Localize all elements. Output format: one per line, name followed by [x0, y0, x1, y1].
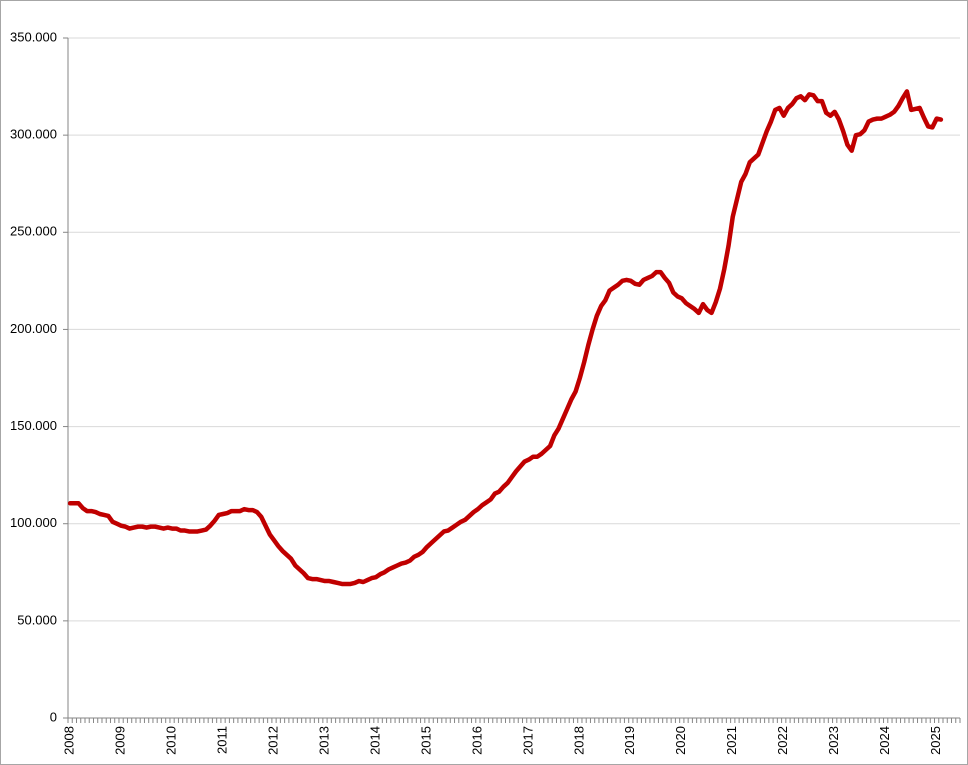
x-tick-label: 2011	[214, 726, 229, 754]
x-tick-label: 2023	[826, 726, 841, 755]
y-tick-label: 100.000	[10, 515, 57, 530]
x-tick-label: 2009	[113, 726, 128, 755]
x-tick-label: 2012	[265, 726, 280, 755]
y-tick-label: 350.000	[10, 29, 57, 44]
y-tick-label: 50.000	[17, 612, 57, 627]
x-tick-label: 2021	[724, 726, 739, 755]
x-tick-label: 2019	[622, 726, 637, 755]
x-tick-label: 2024	[877, 726, 892, 755]
x-tick-label: 2018	[571, 726, 586, 755]
y-tick-label: 200.000	[10, 321, 57, 336]
x-tick-label: 2014	[367, 726, 382, 755]
y-tick-label: 0	[50, 709, 57, 724]
x-tick-label: 2015	[418, 726, 433, 755]
x-tick-label: 2020	[673, 726, 688, 755]
x-tick-label: 2025	[928, 726, 943, 755]
y-tick-label: 250.000	[10, 224, 57, 239]
data-line	[67, 89, 944, 587]
x-tick-label: 2008	[62, 726, 77, 755]
x-tick-label: 2013	[316, 726, 331, 755]
y-tick-label: 150.000	[10, 418, 57, 433]
y-tick-label: 300.000	[10, 127, 57, 142]
x-tick-label: 2017	[520, 726, 535, 755]
x-tick-label: 2016	[469, 726, 484, 755]
x-tick-label: 2022	[775, 726, 790, 755]
x-tick-label: 2010	[164, 726, 179, 755]
